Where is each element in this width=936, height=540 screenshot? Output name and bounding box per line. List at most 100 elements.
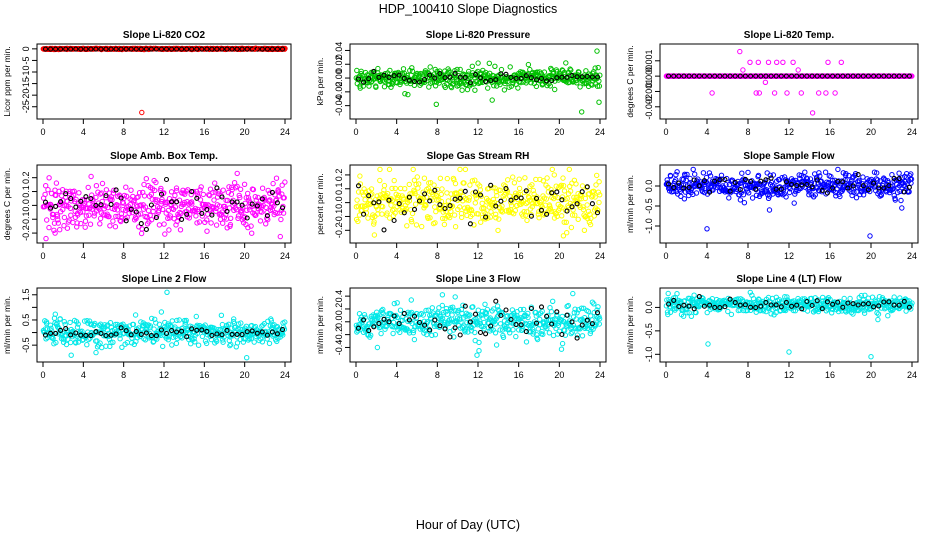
data-point: [890, 186, 896, 192]
reference-point: [666, 181, 672, 187]
data-point: [397, 329, 403, 336]
data-point: [263, 221, 269, 227]
reference-point: [189, 189, 195, 195]
data-point: [804, 308, 811, 314]
data-point: [449, 203, 456, 209]
reference-point: [204, 206, 210, 213]
reference-point: [589, 201, 595, 207]
data-point: [749, 195, 756, 201]
data-point: [812, 192, 818, 198]
outlier-point: [52, 230, 58, 236]
data-point: [534, 336, 541, 343]
data-point: [908, 176, 915, 182]
data-point: [54, 320, 60, 326]
data-point: [363, 328, 369, 334]
reference-point: [891, 73, 897, 79]
data-point: [506, 208, 512, 214]
data-point: [559, 340, 566, 347]
reference-point: [701, 178, 707, 184]
x-tick-label: 4: [394, 370, 399, 380]
data-point: [466, 313, 472, 319]
data-point: [595, 304, 601, 310]
x-tick-label: 8: [435, 370, 440, 380]
x-tick-label: 4: [81, 370, 86, 380]
reference-point: [234, 46, 240, 52]
data-point: [381, 84, 388, 90]
reference-point: [732, 300, 738, 306]
reference-point: [850, 183, 856, 189]
reference-point: [274, 331, 280, 337]
data-point: [577, 326, 583, 332]
data-point: [547, 83, 553, 89]
reference-point: [78, 46, 84, 52]
y-tick-label: -15: [21, 77, 31, 90]
data-point: [174, 188, 180, 194]
data-point: [97, 221, 103, 227]
data-point: [438, 191, 444, 198]
data-point: [99, 180, 106, 187]
reference-point: [376, 74, 382, 80]
reference-point: [123, 46, 129, 52]
outlier-point: [43, 235, 49, 242]
reference-point: [381, 72, 387, 78]
data-point: [745, 169, 751, 176]
reference-point: [513, 195, 519, 201]
data-point: [281, 326, 288, 332]
data-point: [806, 192, 812, 198]
data-point: [594, 307, 600, 313]
reference-point: [544, 211, 550, 217]
reference-point: [158, 46, 165, 52]
reference-point: [128, 46, 134, 52]
data-point: [373, 84, 379, 90]
reference-point: [184, 211, 190, 217]
outlier-point: [838, 59, 844, 65]
x-tick-label: 0: [353, 127, 358, 137]
data-point: [107, 320, 114, 326]
data-point: [896, 170, 902, 176]
data-point: [93, 349, 99, 356]
data-point: [391, 177, 397, 184]
data-point: [594, 83, 601, 89]
reference-point: [432, 187, 438, 193]
data-point: [169, 342, 175, 348]
reference-point: [896, 73, 902, 79]
x-tick-label: 24: [280, 127, 290, 137]
reference-point: [411, 78, 418, 85]
data-point: [120, 206, 126, 213]
reference-point: [143, 330, 149, 336]
data-point: [173, 340, 180, 347]
data-point: [568, 67, 574, 73]
reference-point: [840, 179, 846, 185]
data-point: [128, 187, 134, 193]
data-point: [265, 187, 271, 194]
data-point: [177, 227, 184, 233]
data-point: [892, 197, 898, 203]
data-point: [465, 329, 471, 335]
data-point: [521, 306, 527, 313]
reference-point: [860, 183, 866, 189]
reference-point: [244, 46, 250, 52]
data-point: [400, 66, 407, 72]
data-point: [75, 321, 81, 327]
reference-point: [427, 198, 433, 204]
y-axis-label: ml/min per min.: [315, 296, 325, 354]
data-point: [450, 304, 456, 310]
x-tick-label: 16: [199, 127, 209, 137]
data-point: [255, 194, 261, 201]
reference-point: [113, 187, 119, 193]
data-point: [808, 295, 815, 302]
data-point: [281, 195, 287, 201]
reference-point: [819, 187, 825, 193]
data-point: [835, 166, 841, 173]
reference-point: [549, 190, 555, 196]
reference-point: [871, 180, 877, 186]
reference-point: [722, 73, 728, 79]
reference-point: [371, 200, 377, 206]
data-point: [475, 60, 481, 66]
reference-point: [411, 206, 418, 212]
data-point: [547, 205, 553, 211]
data-point: [537, 316, 543, 322]
reference-point: [437, 323, 443, 329]
reference-point: [189, 46, 195, 52]
